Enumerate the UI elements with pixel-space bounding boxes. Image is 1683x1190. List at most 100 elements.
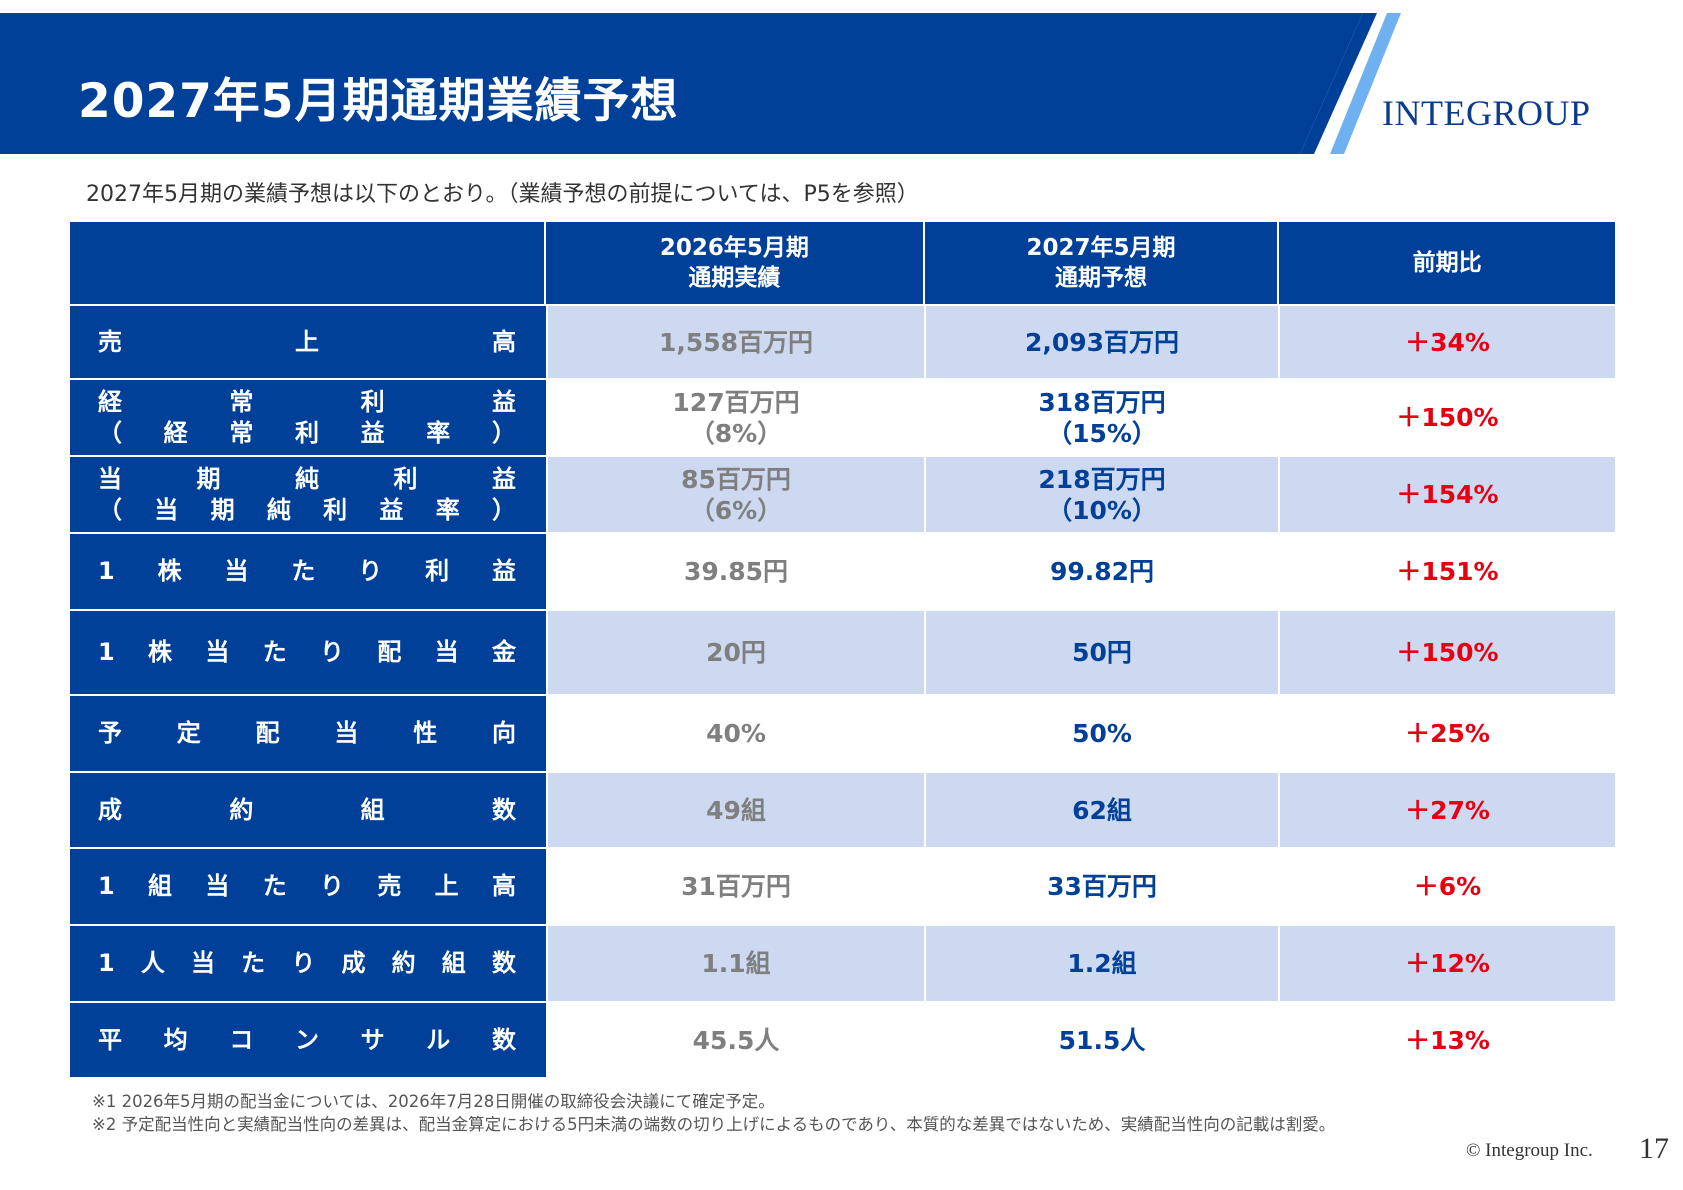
row-label: 1 株 当 た り 利 益 bbox=[70, 534, 546, 609]
table-row: 1 株 当 た り 利 益 39.85円 99.82円 ＋151% bbox=[70, 532, 1615, 609]
row-label-line: 1 株 当 た り 利 益 bbox=[98, 556, 516, 587]
row-label-char: 1 bbox=[98, 949, 115, 977]
actual-2026-cell: 20円 bbox=[546, 611, 924, 694]
row-label-char: 経 bbox=[98, 387, 122, 416]
row-label-char: 常 bbox=[229, 418, 254, 447]
row-label-char: 益 bbox=[491, 557, 516, 585]
forecast-2027-cell: 1.2組 bbox=[924, 926, 1278, 1001]
row-label-char: 数 bbox=[491, 1025, 516, 1054]
row-label-char: 上 bbox=[434, 872, 459, 900]
header-cell: 前期比 bbox=[1277, 222, 1615, 304]
yoy-ratio-cell: ＋25% bbox=[1278, 696, 1615, 771]
row-label-char: 約 bbox=[391, 949, 416, 977]
row-label-char: 常 bbox=[229, 387, 254, 416]
row-label-char: 期 bbox=[196, 464, 221, 493]
row-label-char: 成 bbox=[341, 949, 366, 977]
actual-2026-cell-text: 1,558百万円 bbox=[658, 327, 814, 357]
yoy-ratio-cell-text: ＋151% bbox=[1396, 557, 1499, 586]
row-label-char: 当 bbox=[205, 638, 230, 666]
forecast-2027-cell: 33百万円 bbox=[924, 849, 1278, 924]
forecast-2027-cell: 318百万円 （15%） bbox=[924, 380, 1278, 455]
yoy-ratio-cell: ＋13% bbox=[1278, 1003, 1615, 1077]
row-label-char: 純 bbox=[295, 464, 319, 493]
row-label-char: 当 bbox=[98, 464, 122, 493]
table-row: 1 人当たり成約組数 1.1組 1.2組 ＋12% bbox=[70, 924, 1615, 1001]
row-label-char: 均 bbox=[163, 1025, 188, 1054]
forecast-2027-cell-text: 1.2組 bbox=[1067, 949, 1137, 978]
row-label-char: 向 bbox=[491, 719, 516, 747]
row-label-line: （ 当 期 純 利 益 率 ） bbox=[98, 495, 516, 526]
row-label-char: 当 bbox=[191, 949, 216, 977]
table-row: 1 組 当 た り 売 上 高 31百万円 33百万円 ＋6% bbox=[70, 847, 1615, 924]
table-row: 1 株 当 た り 配 当 金 20円 50円 ＋150% bbox=[70, 609, 1615, 694]
row-label-char: ル bbox=[426, 1025, 451, 1054]
row-label-char: 金 bbox=[492, 638, 516, 666]
row-label-line: 1 株 当 た り 配 当 金 bbox=[98, 637, 516, 668]
row-label-line: 平均コンサル数 bbox=[98, 1025, 516, 1056]
row-label-char: 高 bbox=[492, 872, 516, 900]
row-label: 1 組 当 た り 売 上 高 bbox=[70, 849, 546, 924]
row-label-char: 率 bbox=[426, 418, 451, 447]
forecast-2027-cell-text: （15%） bbox=[1047, 418, 1157, 448]
yoy-ratio-cell: ＋151% bbox=[1278, 534, 1615, 609]
row-label-char: 1 bbox=[98, 872, 115, 900]
table-row: 予 定 配 当 性 向 40% 50% ＋25% bbox=[70, 694, 1615, 771]
row-label-char: ン bbox=[294, 1025, 319, 1054]
row-label-char: 数 bbox=[491, 795, 516, 824]
row-label-char: ） bbox=[491, 418, 516, 447]
row-label-char: 売 bbox=[377, 872, 402, 900]
row-label-char: 高 bbox=[492, 327, 516, 356]
actual-2026-cell: 1.1組 bbox=[546, 926, 924, 1001]
row-label-char: 期 bbox=[210, 495, 235, 524]
actual-2026-cell-text: 45.5人 bbox=[692, 1025, 780, 1055]
header-cell-text: 通期予想 bbox=[1055, 265, 1147, 291]
actual-2026-cell-text: （8%） bbox=[689, 418, 783, 448]
yoy-ratio-cell-text: ＋25% bbox=[1405, 719, 1490, 748]
row-label-char: 定 bbox=[176, 719, 201, 747]
actual-2026-cell: 45.5人 bbox=[546, 1003, 924, 1077]
actual-2026-cell-text: （6%） bbox=[689, 495, 783, 525]
row-label: 平均コンサル数 bbox=[70, 1003, 546, 1077]
yoy-ratio-cell-text: ＋150% bbox=[1396, 638, 1499, 667]
forecast-2027-cell: 62組 bbox=[924, 773, 1278, 847]
row-label-char: 成 bbox=[98, 795, 122, 824]
forecast-2027-cell-text: 218百万円 bbox=[1038, 464, 1166, 494]
header-cell: 2027年5月期 通期予想 bbox=[922, 222, 1278, 304]
forecast-2027-cell-text: 50円 bbox=[1072, 638, 1132, 667]
yoy-ratio-cell-text: ＋27% bbox=[1405, 795, 1490, 825]
row-label-char: 純 bbox=[266, 495, 291, 524]
row-label-char: 1 bbox=[98, 557, 115, 585]
yoy-ratio-cell-text: ＋154% bbox=[1396, 480, 1499, 509]
row-label-char: 配 bbox=[255, 719, 280, 747]
row-label-char: 売 bbox=[98, 327, 122, 356]
actual-2026-cell-text: 39.85円 bbox=[683, 557, 789, 586]
actual-2026-cell: 127百万円 （8%） bbox=[546, 380, 924, 455]
yoy-ratio-cell: ＋150% bbox=[1278, 611, 1615, 694]
actual-2026-cell: 39.85円 bbox=[546, 534, 924, 609]
row-label-char: り bbox=[320, 638, 345, 666]
forecast-2027-cell-text: （10%） bbox=[1047, 495, 1157, 525]
header-bar bbox=[0, 13, 1363, 154]
row-label-char: 性 bbox=[413, 719, 438, 747]
row-label-line: （ 経 常 利 益 率 ） bbox=[98, 418, 516, 449]
row-label-line: 当期純利益 bbox=[98, 464, 516, 495]
footnotes: ※1 2026年5月期の配当金については、2026年7月28日開催の取締役会決議… bbox=[92, 1090, 1335, 1136]
actual-2026-cell: 40% bbox=[546, 696, 924, 771]
row-label: 1 株 当 た り 配 当 金 bbox=[70, 611, 546, 694]
row-label: 売上高 bbox=[70, 306, 546, 378]
header-cell: 2026年5月期 通期実績 bbox=[544, 222, 923, 304]
row-label-char: 人 bbox=[140, 949, 165, 977]
yoy-ratio-cell: ＋6% bbox=[1278, 849, 1615, 924]
yoy-ratio-cell: ＋34% bbox=[1278, 306, 1615, 378]
row-label-line: 1 組 当 た り 売 上 高 bbox=[98, 871, 516, 902]
row-label-char: 益 bbox=[360, 418, 385, 447]
row-label-line: 予定配当性向 bbox=[98, 718, 516, 749]
row-label-char: 予 bbox=[98, 719, 122, 747]
forecast-2027-cell: 50% bbox=[924, 696, 1278, 771]
row-label-char: た bbox=[262, 872, 287, 900]
header-cell-text: 2026年5月期 bbox=[659, 235, 809, 261]
yoy-ratio-cell: ＋12% bbox=[1278, 926, 1615, 1001]
page-title: 2027年5月期通期業績予想 bbox=[78, 74, 679, 129]
